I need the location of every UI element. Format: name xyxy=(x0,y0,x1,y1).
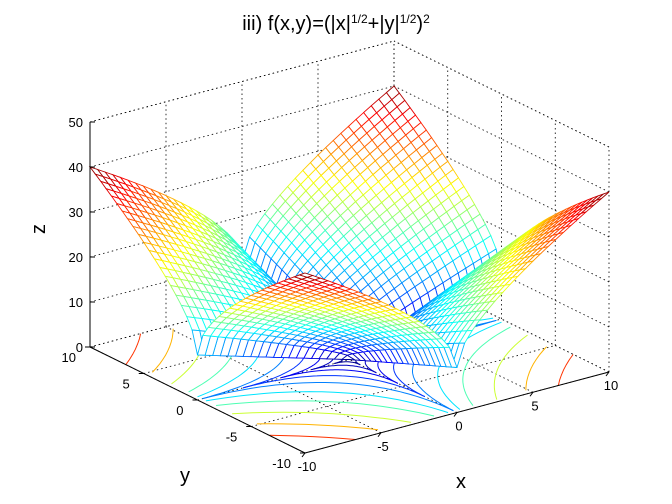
y-tick-label: 10 xyxy=(62,350,76,365)
x-tick-label: -5 xyxy=(377,439,389,454)
axes xyxy=(85,121,610,458)
box-top-edge xyxy=(89,40,395,123)
back-wall-grid-line-z xyxy=(89,85,395,168)
floor-grid-line-y xyxy=(251,345,556,427)
contour-line xyxy=(256,423,379,431)
title-superscript: 1/2 xyxy=(351,12,368,26)
contour-line xyxy=(232,411,412,423)
mesh-cell xyxy=(298,272,315,278)
y-tick-label: -10 xyxy=(272,456,291,471)
x-axis-label: x xyxy=(456,471,466,493)
z-tick-label: 0 xyxy=(76,340,83,355)
back-wall-grid-line-z xyxy=(89,40,395,123)
title-superscript: 1/2 xyxy=(400,12,417,26)
x-tick-label: 5 xyxy=(531,398,538,413)
contour-line xyxy=(125,333,142,365)
x-tick-mark xyxy=(605,371,610,377)
y-axis-label: y xyxy=(180,465,190,487)
contour-line xyxy=(493,334,528,400)
contour-line xyxy=(152,328,174,373)
x-tick-label: -10 xyxy=(298,459,317,474)
contour-line xyxy=(216,400,435,417)
title-segment: +|y| xyxy=(368,13,400,35)
surface-mesh xyxy=(88,85,610,369)
contour-line xyxy=(242,375,426,398)
z-tick-label: 10 xyxy=(69,295,83,310)
title-segment: ) xyxy=(416,13,423,35)
z-tick-label: 20 xyxy=(69,250,83,265)
x-tick-mark xyxy=(301,452,306,458)
contour-line xyxy=(202,382,454,412)
contour-line xyxy=(557,354,574,386)
contour-line xyxy=(311,364,377,374)
y-tick-label: 0 xyxy=(176,403,183,418)
plot-title: iii) f(x,y)=(|x|1/2+|y|1/2)2 xyxy=(242,12,430,35)
z-tick-label: 40 xyxy=(69,160,83,175)
contour-line xyxy=(334,361,361,366)
y-tick-label: -5 xyxy=(226,430,238,445)
x-tick-label: 0 xyxy=(455,419,462,434)
x-tick-mark xyxy=(377,432,382,438)
x-tick-label: 10 xyxy=(604,378,618,393)
x-tick-mark xyxy=(529,391,534,397)
contour-line xyxy=(269,434,356,440)
z-tick-label: 50 xyxy=(69,115,83,130)
z-axis-label: z xyxy=(28,224,50,234)
contour-line xyxy=(280,369,399,384)
title-superscript: 2 xyxy=(423,12,430,26)
contour-line xyxy=(525,346,547,391)
x-tick-mark xyxy=(453,412,458,417)
contour-line xyxy=(462,326,511,406)
title-segment: iii) f(x,y)=(|x| xyxy=(242,13,351,35)
z-tick-label: 30 xyxy=(69,205,83,220)
contour-line xyxy=(205,391,449,414)
y-tick-label: 5 xyxy=(123,377,130,392)
